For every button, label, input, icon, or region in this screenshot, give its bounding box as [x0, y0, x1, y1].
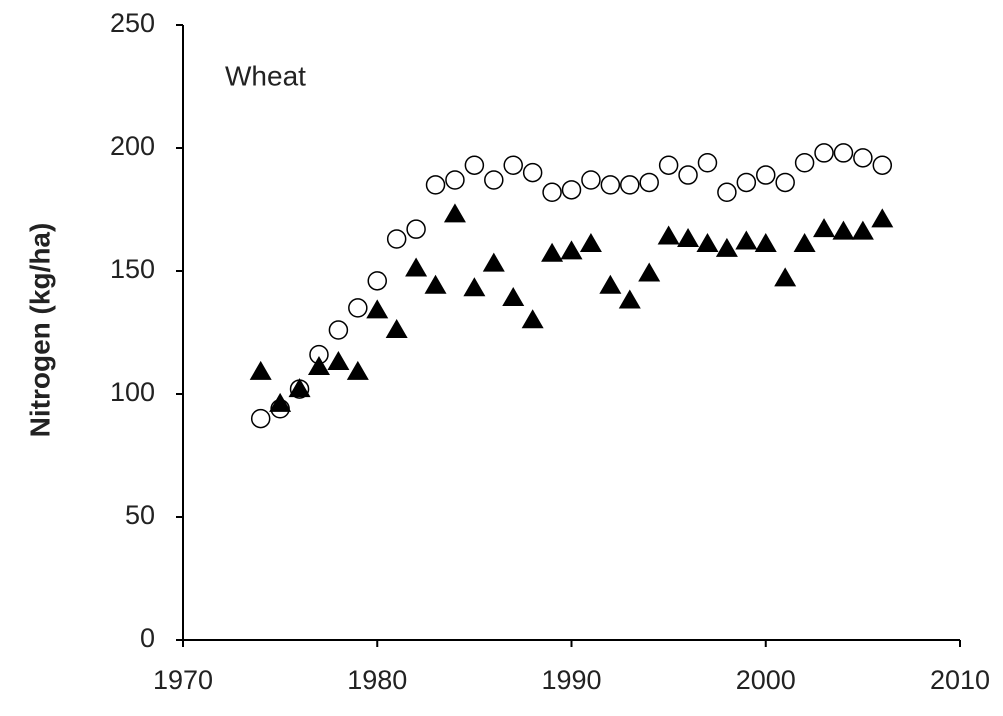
point — [620, 175, 640, 195]
x-tick-label: 2010 — [930, 665, 990, 695]
point — [346, 360, 369, 380]
point — [794, 153, 815, 173]
x-tick-label: 1980 — [347, 665, 407, 695]
point — [851, 220, 874, 240]
point — [639, 172, 659, 193]
point — [521, 309, 544, 329]
point — [561, 180, 582, 200]
point — [657, 225, 680, 245]
point — [542, 182, 562, 203]
point — [327, 351, 350, 371]
point — [425, 175, 446, 195]
point — [638, 262, 661, 282]
point — [503, 155, 523, 175]
point — [385, 319, 408, 339]
point — [813, 218, 836, 238]
point — [872, 155, 893, 175]
point — [600, 175, 621, 195]
point — [599, 274, 622, 294]
point — [754, 232, 777, 252]
point — [482, 252, 505, 272]
point — [367, 271, 387, 291]
point — [366, 299, 389, 319]
y-tick-label: 250 — [110, 8, 155, 38]
point — [833, 143, 854, 163]
point — [307, 355, 330, 375]
point — [443, 203, 466, 223]
y-tick-label: 150 — [110, 254, 155, 284]
point — [445, 170, 465, 190]
point — [793, 232, 816, 252]
point — [678, 165, 698, 185]
point — [756, 165, 776, 185]
point — [658, 155, 679, 175]
point — [386, 229, 407, 249]
y-tick-label: 0 — [140, 623, 155, 653]
point — [328, 320, 349, 340]
x-tick-label: 2000 — [736, 665, 796, 695]
point — [522, 162, 543, 183]
point — [735, 230, 758, 250]
point — [618, 289, 641, 309]
point — [677, 228, 700, 248]
point — [774, 267, 797, 287]
point — [424, 274, 447, 294]
point — [775, 172, 795, 193]
y-axis-label: Nitrogen (kg/ha) — [24, 223, 55, 438]
point — [250, 408, 271, 429]
point — [696, 232, 719, 252]
y-tick-label: 50 — [125, 500, 155, 530]
y-tick-label: 200 — [110, 131, 155, 161]
point — [463, 277, 486, 297]
x-tick-label: 1970 — [153, 665, 213, 695]
point — [502, 287, 525, 307]
point — [560, 240, 583, 260]
point — [249, 360, 272, 380]
point — [579, 232, 602, 252]
annotation: Wheat — [225, 60, 306, 91]
point — [348, 298, 368, 318]
point — [288, 378, 311, 398]
point — [697, 153, 718, 173]
point — [832, 220, 855, 240]
point — [715, 237, 738, 257]
point — [871, 208, 894, 228]
point — [581, 170, 601, 190]
x-tick-label: 1990 — [541, 665, 601, 695]
point — [406, 219, 426, 239]
point — [814, 143, 834, 163]
point — [853, 148, 873, 168]
y-tick-label: 100 — [110, 377, 155, 407]
point — [269, 392, 292, 412]
point — [736, 172, 757, 193]
point — [541, 242, 564, 262]
point — [464, 155, 485, 175]
point — [405, 257, 428, 277]
point — [484, 170, 504, 190]
point — [717, 182, 737, 203]
